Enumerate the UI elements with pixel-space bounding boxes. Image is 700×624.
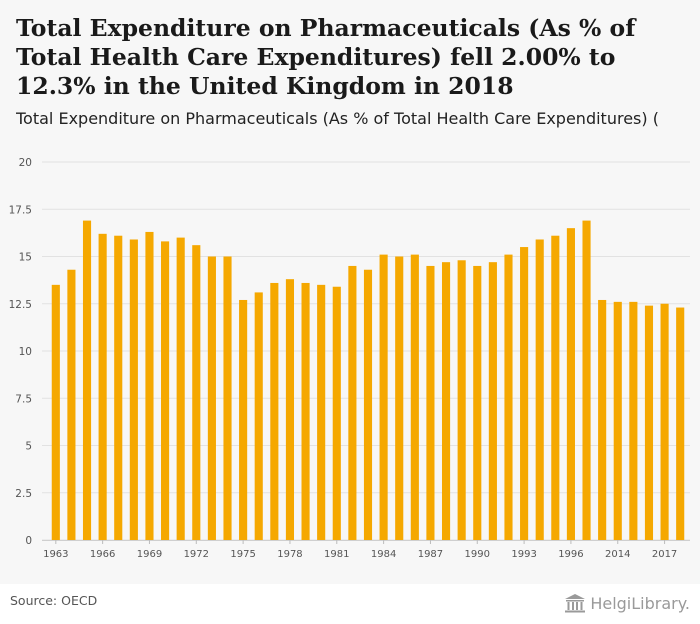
y-tick-label: 10	[19, 346, 32, 358]
x-tick-label: 2014	[605, 549, 630, 560]
logo-text: HelgiLibrary.	[590, 593, 690, 613]
x-tick-label: 1987	[418, 549, 443, 560]
x-tick-label: 1969	[137, 549, 162, 560]
bar	[176, 237, 185, 540]
y-tick-label: 2.5	[15, 488, 32, 500]
helgi-library-logo: HelgiLibrary.	[564, 590, 690, 616]
bar	[582, 220, 591, 540]
bar	[660, 303, 669, 540]
bar	[535, 239, 544, 540]
x-tick-label: 1972	[184, 549, 209, 560]
bar	[145, 231, 154, 540]
header: Total Expenditure on Pharmaceuticals (As…	[0, 0, 700, 140]
bar	[676, 307, 685, 540]
bar	[613, 301, 622, 540]
bar	[270, 282, 279, 540]
bar	[363, 269, 373, 540]
bar	[129, 239, 138, 540]
bar	[379, 254, 388, 541]
y-tick-label: 7.5	[15, 393, 32, 405]
y-tick-label: 20	[19, 157, 32, 169]
bar	[457, 260, 466, 540]
x-tick-label: 1963	[43, 549, 68, 560]
bar	[239, 299, 248, 540]
x-tick-label: 1981	[324, 549, 349, 560]
chart-area: 0 2.5 5 7.5 10 12.5 15 17.5 20 1963 1966 1969 1972 19…	[0, 140, 700, 584]
bar	[51, 284, 60, 540]
bar	[317, 284, 326, 540]
bar	[285, 279, 295, 540]
bar	[551, 235, 560, 540]
bar	[348, 265, 357, 540]
bar	[426, 265, 435, 540]
bar	[98, 233, 107, 540]
bar	[441, 262, 451, 540]
bar	[301, 282, 310, 540]
x-tick-label: 1975	[230, 549, 255, 560]
bar-chart: 0 2.5 5 7.5 10 12.5 15 17.5 20 1963 1966 1969 1972 19…	[9, 157, 690, 560]
bar	[629, 301, 638, 540]
y-tick-label: 17.5	[9, 204, 32, 216]
page-title: Total Expenditure on Pharmaceuticals (As…	[16, 14, 636, 100]
bar	[223, 256, 232, 540]
bar	[82, 220, 92, 540]
footer: Source: OECD HelgiLibrary.	[0, 584, 700, 624]
bar	[395, 256, 404, 540]
y-tick-label: 12.5	[9, 299, 32, 311]
bar	[207, 256, 216, 540]
chart-subtitle: Total Expenditure on Pharmaceuticals (As…	[16, 109, 659, 128]
x-tick-label: 1996	[558, 549, 583, 560]
library-building-icon	[565, 594, 586, 613]
bar	[114, 235, 123, 540]
y-tick-label: 15	[19, 252, 32, 264]
bar	[488, 262, 497, 540]
bar	[410, 254, 419, 541]
x-tick-label: 1978	[277, 549, 302, 560]
bar	[520, 247, 529, 541]
bar	[504, 254, 513, 541]
bar	[473, 265, 482, 540]
bar	[598, 299, 607, 540]
bar	[67, 269, 76, 540]
bar	[161, 241, 170, 540]
x-tick-label: 1993	[511, 549, 536, 560]
x-tick-label: 1990	[465, 549, 490, 560]
bar	[566, 228, 575, 540]
y-tick-label: 5	[25, 441, 32, 453]
source-label: Source: OECD	[10, 593, 98, 608]
bar	[332, 286, 341, 540]
y-tick-label: 0	[25, 535, 32, 547]
x-tick-label: 2017	[652, 549, 677, 560]
bar	[254, 292, 263, 540]
x-tick-label: 1966	[90, 549, 115, 560]
bar	[644, 305, 654, 540]
bar	[192, 245, 201, 540]
x-tick-label: 1984	[371, 549, 396, 560]
